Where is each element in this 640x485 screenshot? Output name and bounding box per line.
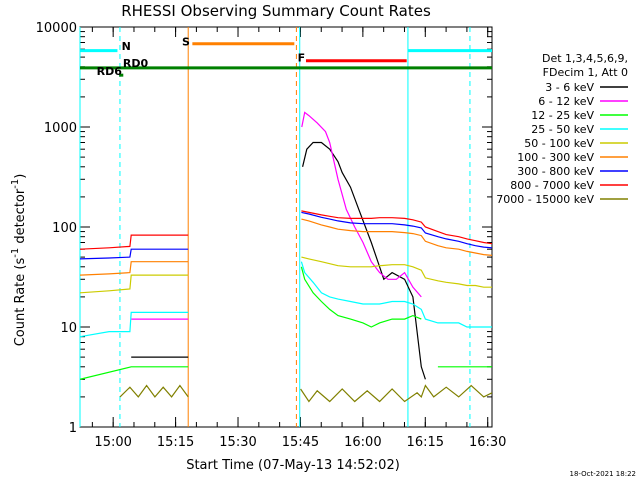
- flag-annotation: RD0: [123, 57, 149, 70]
- y-tick-label: 1000: [44, 121, 77, 136]
- legend-label: 6 - 12 keV: [538, 95, 594, 108]
- series-line: [131, 141, 426, 380]
- footer-stamp: 18-Oct-2021 18:22: [570, 470, 636, 478]
- x-tick-label: 15:15: [157, 435, 194, 450]
- flag-annotation: RD6: [97, 65, 123, 78]
- legend-label: 12 - 25 keV: [531, 109, 594, 122]
- flag-annotation: N: [122, 40, 131, 53]
- y-tick-label: 1: [69, 421, 77, 436]
- x-tick-label: 15:45: [282, 435, 319, 450]
- y-tick-label: 100: [52, 221, 77, 236]
- series-line: [80, 266, 492, 380]
- series-line: [80, 261, 492, 338]
- series-group: [80, 111, 492, 403]
- series-line: [80, 256, 492, 294]
- series-line: [80, 210, 492, 250]
- y-axis-label: Count Rate (s-1 detector-1): [10, 174, 28, 347]
- x-tick-label: 15:00: [94, 435, 131, 450]
- flag-annotation: F: [298, 52, 306, 65]
- flag-annotation: S: [182, 36, 190, 49]
- legend-label: 300 - 800 keV: [517, 165, 594, 178]
- x-tick-label: 16:15: [407, 435, 444, 450]
- legend-label: 3 - 6 keV: [545, 81, 594, 94]
- series-line: [80, 218, 492, 276]
- legend-header: Det 1,3,4,5,6,9,: [542, 52, 628, 65]
- legend-label: 50 - 100 keV: [524, 137, 594, 150]
- x-tick-label: 16:00: [344, 435, 381, 450]
- series-line: [119, 384, 492, 403]
- series-line: [80, 211, 492, 260]
- legend: Det 1,3,4,5,6,9,FDecim 1, Att 0 3 - 6 keV…: [496, 52, 628, 206]
- y-tick-label: 10000: [36, 21, 77, 36]
- x-tick-label: 15:30: [219, 435, 256, 450]
- series-line: [131, 111, 422, 320]
- legend-header: FDecim 1, Att 0: [543, 66, 628, 79]
- legend-label: 25 - 50 keV: [531, 123, 594, 136]
- legend-label: 7000 - 15000 keV: [496, 193, 594, 206]
- chart-title: RHESSI Observing Summary Count Rates: [121, 2, 431, 20]
- plot-area: 1 10 100 1000 10000 15:00 15:15 15:30 15:45 16:00…: [36, 21, 507, 450]
- x-tick-label: 16:30: [469, 435, 506, 450]
- legend-label: 800 - 7000 keV: [510, 179, 594, 192]
- x-axis-label: Start Time (07-May-13 14:52:02): [186, 458, 400, 473]
- y-tick-label: 10: [60, 321, 77, 336]
- legend-label: 100 - 300 keV: [517, 151, 594, 164]
